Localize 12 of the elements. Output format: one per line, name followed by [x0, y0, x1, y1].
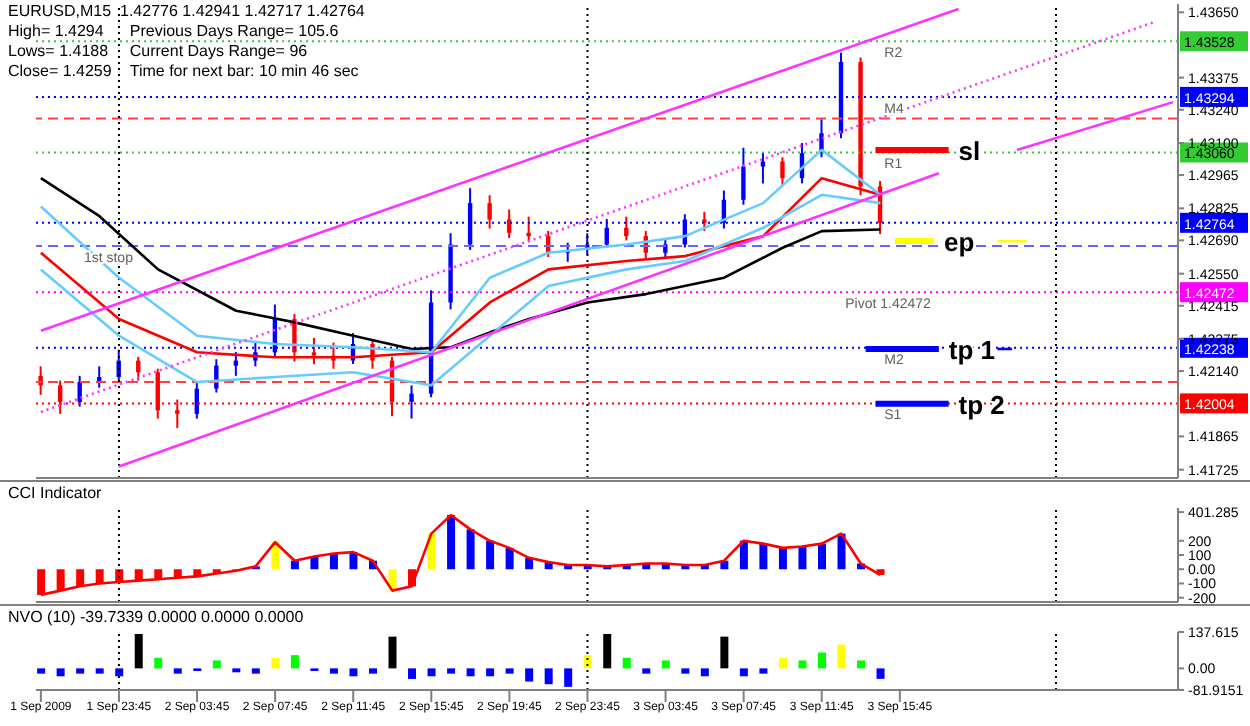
- annotation: Lows= 1.4188: [8, 42, 111, 62]
- series-label: tp 1: [948, 334, 996, 365]
- chart-title: EURUSD,M15 1.42776 1.42941 1.42717 1.42764: [8, 2, 365, 22]
- annotation: Current Days Range= 96: [129, 42, 310, 62]
- series-label: tp 2: [958, 389, 1005, 420]
- series-label: sl: [958, 135, 981, 166]
- annotation: Previous Days Range= 105.6: [129, 22, 341, 42]
- annotation: Close= 1.4259: [8, 62, 114, 82]
- chart-title: NVO (10) -39.7339 0.0000 0.0000 0.0000: [8, 608, 304, 628]
- annotation: Time for next bar: 10 min 46 sec: [129, 62, 361, 82]
- chart-title: CCI Indicator: [8, 484, 102, 504]
- annotation: High= 1.4294: [8, 22, 106, 42]
